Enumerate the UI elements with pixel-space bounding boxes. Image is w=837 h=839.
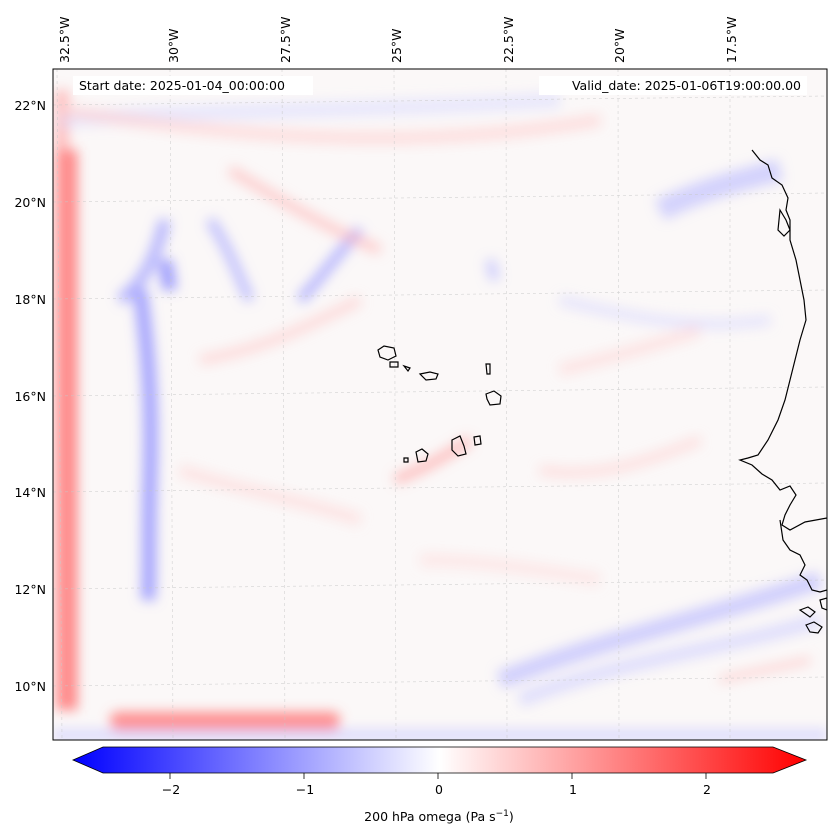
lon-label-27-5w: 27.5°W	[278, 17, 293, 63]
lon-label-25w: 25°W	[389, 28, 404, 63]
colorbar-title: 200 hPa omega (Pa s−1)	[364, 809, 514, 824]
gridlines	[53, 69, 827, 740]
start-date-box	[73, 76, 313, 95]
colorbar-bar	[71, 746, 808, 774]
lon-label-32-5w: 32.5°W	[57, 17, 72, 63]
lat-label-16n: 16°N	[14, 389, 46, 404]
valid-date-label: Valid_date: 2025-01-06T19:00:00.00	[572, 78, 801, 93]
lat-label-10n: 10°N	[14, 679, 46, 694]
colorbar: −2 −1 0 1 2 200 hPa omega (Pa s−1)	[71, 746, 808, 824]
lon-label-17-5w: 17.5°W	[724, 17, 739, 63]
lon-label-22-5w: 22.5°W	[501, 17, 516, 63]
lat-label-14n: 14°N	[14, 485, 46, 500]
colorbar-tick-label-neg1: −1	[296, 782, 314, 797]
coastline	[377, 149, 827, 634]
latitude-labels: 22°N 20°N 18°N 16°N 14°N 12°N 10°N	[14, 98, 46, 694]
lat-label-22n: 22°N	[14, 98, 46, 113]
lat-label-20n: 20°N	[14, 195, 46, 210]
colorbar-units-exponent: −1	[496, 809, 509, 819]
colorbar-units: Pa s	[471, 809, 496, 824]
start-date-label: Start date: 2025-01-04_00:00:00	[79, 78, 285, 93]
longitude-labels: 32.5°W 30°W 27.5°W 25°W 22.5°W 20°W 17.5…	[57, 17, 739, 63]
map-frame	[52, 68, 828, 741]
colorbar-tick-label-1: 1	[569, 782, 577, 797]
lat-label-18n: 18°N	[14, 292, 46, 307]
colorbar-tick-label-neg2: −2	[162, 782, 180, 797]
colorbar-tick-label-0: 0	[435, 782, 443, 797]
lat-label-12n: 12°N	[14, 582, 46, 597]
valid-date-box	[539, 76, 807, 95]
omega-field	[53, 69, 827, 740]
colorbar-variable: 200 hPa omega	[364, 809, 461, 824]
lon-label-20w: 20°W	[612, 28, 627, 63]
lon-label-30w: 30°W	[166, 28, 181, 63]
colorbar-tick-label-2: 2	[703, 782, 711, 797]
